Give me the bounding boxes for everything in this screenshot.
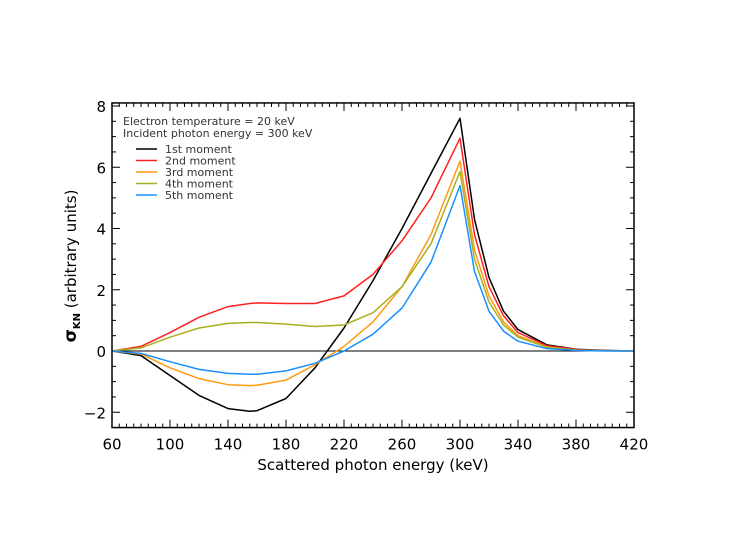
y-axis-label: σKN (arbitrary units) <box>61 190 83 343</box>
x-axis-label: Scattered photon energy (keV) <box>257 456 488 474</box>
series-line-1st-moment <box>111 117 635 413</box>
y-tick-label: −2 <box>84 404 106 422</box>
annotation-photon-energy: Incident photon energy = 300 keV <box>123 127 313 140</box>
legend-label: 1st moment <box>165 143 232 156</box>
y-tick-label: 8 <box>96 98 106 116</box>
x-tick-label: 100 <box>156 436 185 454</box>
y-tick-label: 2 <box>96 282 106 300</box>
x-tick-label: 180 <box>272 436 301 454</box>
x-tick-label: 260 <box>388 436 417 454</box>
legend-label: 4th moment <box>165 178 234 191</box>
series-line-3rd-moment <box>111 160 635 387</box>
series-line-4th-moment <box>111 170 635 352</box>
y-tick-label: 4 <box>96 221 106 239</box>
x-tick-label: 340 <box>504 436 533 454</box>
y-tick-label: 6 <box>96 159 106 177</box>
y-tick-label: 0 <box>96 343 106 361</box>
legend-label: 5th moment <box>165 189 234 202</box>
annotation-temperature: Electron temperature = 20 keV <box>123 115 295 128</box>
legend-label: 2nd moment <box>165 155 236 168</box>
x-tick-label: 220 <box>330 436 359 454</box>
x-tick-label: 60 <box>102 436 121 454</box>
x-tick-label: 420 <box>620 436 649 454</box>
series-lines <box>111 117 635 413</box>
legend-label: 3rd moment <box>165 166 234 179</box>
series-line-5th-moment <box>111 184 634 376</box>
x-tick-label: 380 <box>562 436 591 454</box>
x-tick-label: 300 <box>446 436 475 454</box>
plot-frame <box>111 102 635 429</box>
series-line-2nd-moment <box>111 137 635 352</box>
x-tick-label: 140 <box>214 436 243 454</box>
